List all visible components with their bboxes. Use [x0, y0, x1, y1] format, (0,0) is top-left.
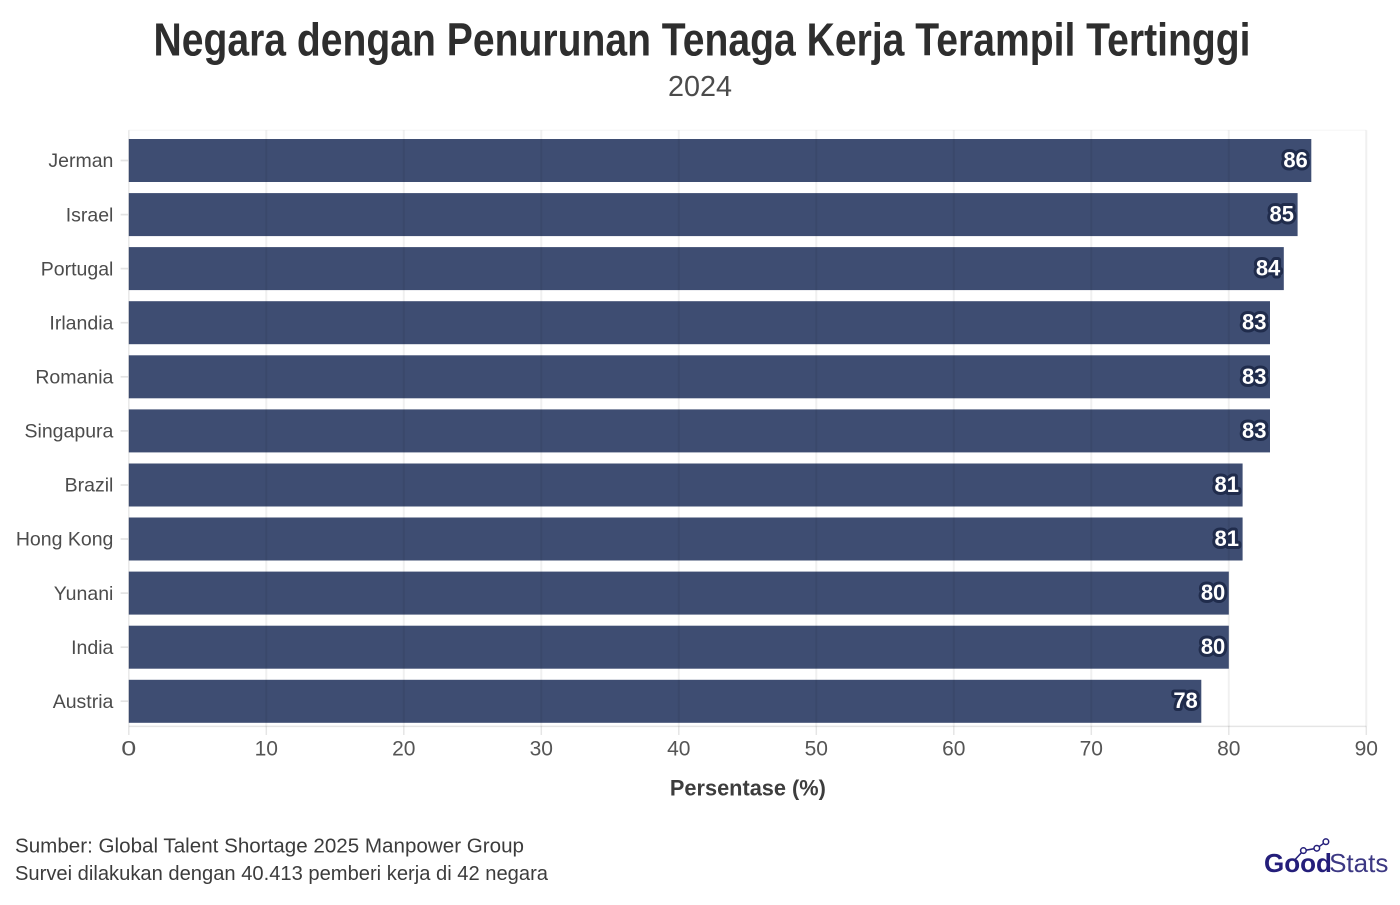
- svg-text:Brazil: Brazil: [65, 475, 114, 497]
- svg-text:84: 84: [1256, 256, 1281, 281]
- svg-text:70: 70: [1080, 737, 1103, 760]
- svg-text:80: 80: [1201, 580, 1225, 605]
- svg-text:Israel: Israel: [66, 204, 114, 226]
- svg-text:Stats: Stats: [1329, 848, 1388, 878]
- svg-text:Romania: Romania: [35, 367, 113, 389]
- svg-text:Persentase (%): Persentase (%): [670, 776, 826, 801]
- svg-text:60: 60: [942, 737, 965, 760]
- svg-text:40: 40: [667, 737, 690, 760]
- svg-text:Austria: Austria: [53, 691, 114, 713]
- svg-text:Negara dengan Penurunan Tenaga: Negara dengan Penurunan Tenaga Kerja Ter…: [154, 14, 1251, 66]
- svg-text:81: 81: [1215, 472, 1239, 497]
- svg-text:20: 20: [392, 737, 415, 760]
- svg-text:Portugal: Portugal: [41, 258, 114, 280]
- svg-text:10: 10: [255, 737, 278, 760]
- svg-text:Jerman: Jerman: [48, 150, 113, 172]
- svg-text:83: 83: [1242, 418, 1266, 443]
- svg-text:Survei dilakukan dengan 40.413: Survei dilakukan dengan 40.413 pemberi k…: [15, 863, 549, 885]
- svg-text:0: 0: [121, 737, 136, 760]
- svg-text:85: 85: [1270, 202, 1294, 227]
- svg-text:80: 80: [1201, 634, 1225, 659]
- svg-text:Irlandia: Irlandia: [49, 312, 113, 334]
- svg-text:86: 86: [1283, 148, 1307, 173]
- svg-text:India: India: [71, 637, 113, 659]
- svg-text:30: 30: [530, 737, 553, 760]
- svg-text:81: 81: [1215, 526, 1239, 551]
- svg-text:80: 80: [1217, 737, 1240, 760]
- svg-text:Hong Kong: Hong Kong: [16, 529, 114, 551]
- svg-text:Good: Good: [1264, 848, 1332, 878]
- svg-text:Singapura: Singapura: [24, 421, 113, 443]
- svg-text:83: 83: [1242, 364, 1266, 389]
- svg-text:83: 83: [1242, 310, 1266, 335]
- svg-text:78: 78: [1173, 688, 1197, 713]
- svg-text:50: 50: [805, 737, 828, 760]
- svg-text:2024: 2024: [668, 71, 732, 103]
- svg-text:Sumber: Global Talent Shortage: Sumber: Global Talent Shortage 2025 Manp…: [15, 836, 524, 858]
- svg-text:90: 90: [1355, 737, 1378, 760]
- svg-text:Yunani: Yunani: [54, 583, 114, 605]
